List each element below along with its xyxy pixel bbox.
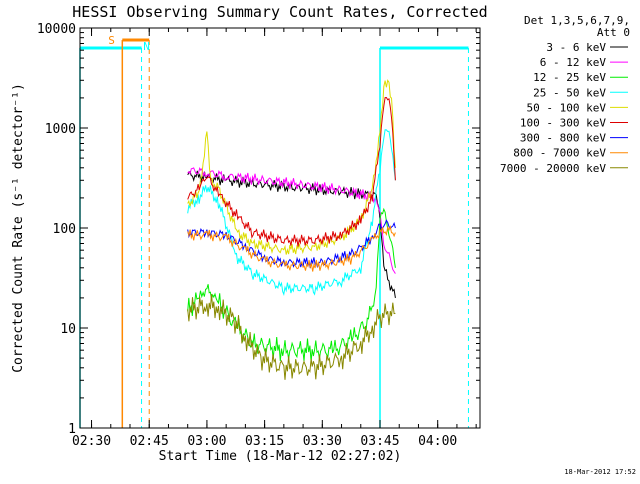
series-line-1	[187, 167, 396, 274]
y-tick-label: 1	[68, 422, 76, 437]
legend-entry: 7000 - 20000 keV	[500, 162, 606, 175]
legend-header: Det 1,3,5,6,7,9,	[524, 14, 630, 27]
legend-entry: 100 - 300 keV	[520, 117, 606, 130]
x-tick-label: 02:30	[72, 434, 111, 449]
saa-label: S	[108, 34, 115, 47]
timestamp-label: 18-Mar-2012 17:52	[564, 468, 636, 476]
x-tick-label: 03:00	[187, 434, 226, 449]
legend-header-att: Att 0	[597, 26, 630, 39]
legend-entry: 3 - 6 keV	[546, 41, 606, 54]
series-line-3	[187, 129, 396, 296]
x-tick-label: 03:45	[360, 434, 399, 449]
series-line-5	[187, 96, 396, 247]
x-axis-label: Start Time (18-Mar-12 02:27:02)	[159, 449, 402, 464]
legend-entry: 300 - 800 keV	[520, 132, 606, 145]
x-tick-label: 03:15	[245, 434, 284, 449]
y-tick-label: 10	[60, 322, 76, 337]
legend-entry: 6 - 12 keV	[540, 56, 607, 69]
legend-entry: 50 - 100 keV	[527, 101, 607, 114]
night-label: N	[143, 40, 150, 53]
x-tick-label: 02:45	[130, 434, 169, 449]
series-line-6	[187, 219, 396, 269]
y-tick-label: 1000	[45, 122, 76, 137]
legend-entry: 800 - 7000 keV	[513, 147, 606, 160]
y-tick-label: 10000	[37, 22, 76, 37]
legend-entry: 25 - 50 keV	[533, 86, 606, 99]
series-line-2	[187, 207, 396, 362]
series-line-4	[187, 79, 396, 255]
y-axis-label: Corrected Count Rate (s⁻¹ detector⁻¹)	[11, 83, 26, 373]
series-line-7	[187, 224, 396, 272]
legend-entry: 12 - 25 keV	[533, 71, 606, 84]
series-line-8	[187, 294, 396, 380]
x-tick-label: 04:00	[418, 434, 457, 449]
y-tick-label: 100	[53, 222, 76, 237]
chart-title: HESSI Observing Summary Count Rates, Cor…	[72, 3, 487, 21]
plot-frame	[79, 27, 481, 429]
x-tick-label: 03:30	[303, 434, 342, 449]
